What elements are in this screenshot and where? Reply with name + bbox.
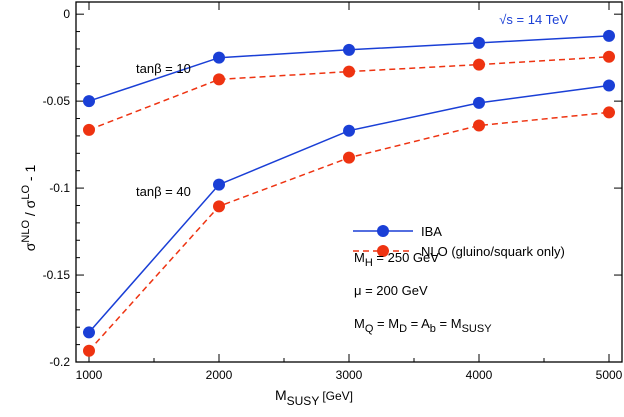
data-point <box>83 95 95 108</box>
data-point <box>343 124 355 137</box>
energy-annotation: √s = 14 TeV <box>499 12 568 27</box>
series-line <box>88 56 610 131</box>
legend-label: IBA <box>421 224 442 239</box>
y-tick-label: 0 <box>63 7 70 21</box>
y-tick-label: -0.05 <box>43 94 71 108</box>
data-point <box>343 65 355 78</box>
mu-annotation: μ = 200 GeV <box>354 283 428 298</box>
data-point <box>83 326 95 339</box>
x-tick-label: 3000 <box>336 368 363 382</box>
data-point <box>343 151 355 164</box>
axes <box>75 1 623 363</box>
series-layer <box>83 29 615 357</box>
data-point <box>473 96 485 109</box>
y-tick-label: -0.2 <box>49 355 70 369</box>
tanb10-annotation: tanβ = 10 <box>136 61 191 76</box>
plot-frame <box>75 1 623 363</box>
susy-relation-annotation: MQ = MD = Ab = MSUSY <box>354 316 492 335</box>
legend-marker <box>377 245 389 257</box>
data-point <box>473 36 485 49</box>
data-point <box>213 73 225 86</box>
series-line <box>88 84 610 333</box>
x-axis-label: MSUSY [GeV] <box>275 387 353 408</box>
tanb40-annotation: tanβ = 40 <box>136 184 191 199</box>
data-point <box>83 344 95 357</box>
ticks: 1000 2000 3000 4000 5000 0 -0.05 -0.1 -0.15 -0.2 <box>43 2 623 382</box>
x-tick-label: 4000 <box>466 368 493 382</box>
data-point <box>473 58 485 71</box>
data-point <box>213 178 225 191</box>
series-line <box>88 111 610 352</box>
legend-label: NLO (gluino/squark only) <box>421 244 565 259</box>
mh-annotation: MH = 250 GeV <box>354 250 439 269</box>
x-tick-label: 5000 <box>596 368 623 382</box>
legend: IBA NLO (gluino/squark only) <box>353 224 565 259</box>
y-axis-label: σNLO / σLO - 1 <box>20 165 38 252</box>
data-point <box>603 106 615 119</box>
data-point <box>343 43 355 56</box>
x-tick-label: 1000 <box>76 368 103 382</box>
data-point <box>603 50 615 63</box>
data-point <box>473 119 485 132</box>
data-point <box>603 29 615 42</box>
data-point <box>213 200 225 213</box>
x-tick-label: 2000 <box>206 368 233 382</box>
y-tick-label: -0.1 <box>49 181 70 195</box>
legend-marker <box>377 225 389 237</box>
data-point <box>603 79 615 92</box>
data-point <box>83 123 95 136</box>
data-point <box>213 51 225 64</box>
y-tick-label: -0.15 <box>43 268 71 282</box>
